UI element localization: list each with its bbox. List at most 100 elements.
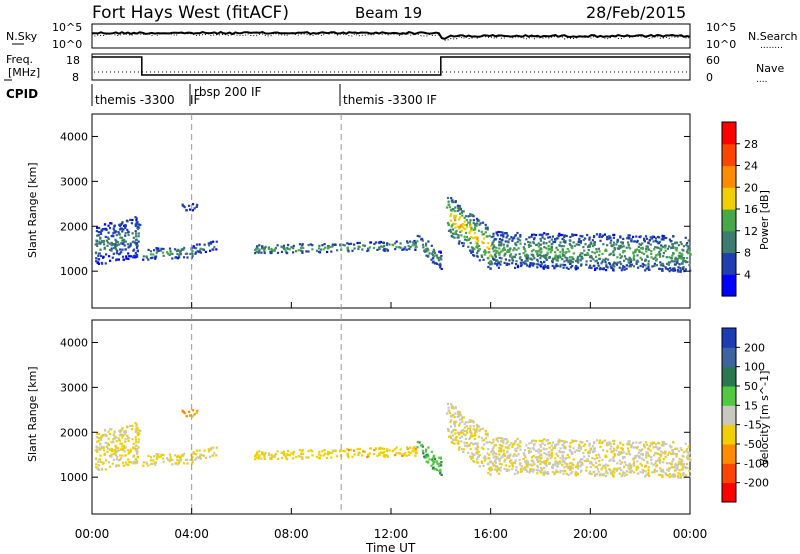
- velocity-point: [480, 460, 483, 463]
- velocity-point: [178, 462, 181, 465]
- velocity-point: [433, 458, 437, 461]
- power-point: [635, 235, 638, 238]
- velocity-point: [469, 425, 472, 428]
- power-point: [118, 228, 122, 231]
- power-point: [542, 241, 545, 244]
- velocity-point: [497, 457, 500, 461]
- power-point: [193, 246, 196, 249]
- power-point: [666, 262, 669, 265]
- velocity-point: [176, 463, 179, 466]
- power-point: [636, 254, 639, 257]
- velocity-point: [655, 460, 658, 463]
- velocity-point: [388, 449, 391, 452]
- velocity-point: [465, 429, 468, 433]
- power-point: [464, 215, 467, 218]
- velocity-point: [472, 428, 475, 431]
- velocity-point: [123, 445, 126, 448]
- power-point: [449, 219, 453, 222]
- velocity-point: [440, 461, 443, 464]
- power-point: [633, 258, 636, 261]
- power-point: [358, 245, 361, 248]
- power-point: [472, 222, 475, 225]
- power-point: [657, 253, 660, 256]
- power-point: [658, 240, 662, 243]
- power-point: [326, 250, 329, 254]
- power-point: [295, 250, 298, 253]
- velocity-point: [336, 455, 339, 458]
- power-point: [576, 258, 579, 261]
- power-point: [183, 206, 186, 209]
- velocity-point: [498, 453, 501, 456]
- power-point: [115, 248, 118, 251]
- power-point: [465, 235, 468, 239]
- velocity-point: [676, 464, 679, 467]
- power-point: [463, 227, 466, 230]
- power-point: [499, 260, 502, 263]
- velocity-point: [446, 402, 450, 406]
- velocity-point: [680, 458, 683, 461]
- power-point: [477, 249, 480, 252]
- velocity-point: [554, 461, 557, 464]
- velocity-point: [500, 463, 503, 466]
- power-point: [672, 235, 675, 238]
- power-point: [484, 251, 487, 254]
- velocity-point: [169, 456, 172, 459]
- power-point: [641, 247, 644, 250]
- power-point: [215, 240, 218, 243]
- velocity-point: [343, 450, 346, 453]
- colorbar-swatch: [722, 366, 736, 387]
- power-point: [597, 264, 600, 267]
- power-point: [135, 219, 138, 222]
- velocity-point: [474, 442, 478, 445]
- power-point: [476, 218, 479, 222]
- power-point: [517, 247, 520, 250]
- velocity-point: [97, 440, 100, 443]
- velocity-point: [195, 453, 198, 456]
- power-point: [267, 246, 270, 249]
- velocity-point: [346, 448, 349, 451]
- velocity-point: [516, 471, 520, 475]
- velocity-point: [468, 443, 471, 446]
- power-point: [403, 248, 406, 251]
- velocity-point: [105, 459, 108, 462]
- velocity-point: [445, 412, 449, 415]
- velocity-point: [501, 437, 504, 440]
- power-point: [486, 246, 489, 249]
- power-point: [613, 247, 616, 250]
- power-point: [388, 243, 391, 246]
- power-point: [526, 254, 529, 257]
- velocity-point: [394, 448, 397, 451]
- power-point: [159, 249, 162, 252]
- power-point: [280, 250, 284, 253]
- velocity-point: [595, 454, 598, 457]
- power-point: [315, 249, 319, 252]
- velocity-point: [195, 411, 198, 414]
- power-point: [458, 209, 461, 212]
- power-point: [689, 269, 692, 272]
- velocity-point: [256, 451, 259, 454]
- power-point: [601, 252, 604, 255]
- velocity-point: [358, 451, 361, 454]
- power-point: [575, 267, 578, 270]
- power-point: [538, 233, 541, 236]
- power-point: [124, 226, 127, 229]
- velocity-point: [458, 415, 461, 418]
- power-point: [592, 258, 595, 261]
- velocity-point: [385, 449, 388, 453]
- power-point: [579, 240, 583, 243]
- power-point: [118, 223, 121, 226]
- power-point: [115, 240, 118, 243]
- velocity-point: [301, 449, 304, 452]
- velocity-point: [467, 421, 470, 424]
- velocity-point: [269, 458, 272, 461]
- velocity-point: [657, 448, 661, 451]
- power-point: [503, 254, 506, 257]
- power-point: [590, 266, 593, 270]
- velocity-point: [598, 460, 601, 463]
- velocity-point: [469, 419, 472, 422]
- power-point: [654, 256, 657, 259]
- power-point: [629, 260, 632, 263]
- velocity-point: [483, 443, 486, 446]
- power-point: [137, 223, 140, 226]
